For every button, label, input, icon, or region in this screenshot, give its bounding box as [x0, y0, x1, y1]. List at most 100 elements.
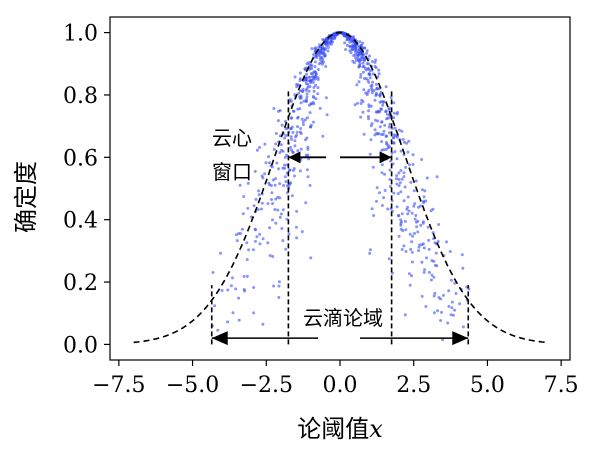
cloud-drop: [326, 46, 330, 50]
cloud-drop: [272, 284, 276, 288]
cloud-drop: [422, 270, 426, 274]
cloud-drop: [306, 82, 310, 86]
cloud-drop: [267, 155, 271, 159]
cloud-drop: [436, 309, 440, 313]
cloud-drop: [276, 195, 280, 199]
x-tick-label: −5.0: [166, 373, 219, 398]
cloud-drop: [356, 51, 360, 55]
cloud-drop: [366, 115, 370, 118]
cloud-drop: [267, 181, 271, 185]
cloud-drop: [312, 53, 316, 56]
x-tick-label: −2.5: [240, 373, 293, 398]
cloud-drop: [278, 215, 282, 219]
cloud-drop: [313, 60, 317, 64]
cloud-drop: [213, 304, 217, 308]
plot-lines: [133, 31, 547, 346]
cloud-drop: [397, 214, 400, 217]
cloud-drop: [355, 44, 358, 48]
cloud-drop: [440, 310, 443, 314]
cloud-drop: [399, 149, 403, 153]
cloud-drop: [387, 107, 391, 111]
cloud-drop: [402, 175, 406, 179]
cloud-drop: [240, 227, 244, 231]
cloud-drop: [378, 100, 382, 104]
cloud-drop: [293, 174, 296, 178]
cloud-drop: [279, 143, 283, 147]
cloud-drop: [414, 214, 418, 217]
cloud-drop: [379, 107, 383, 111]
cloud-drop: [296, 125, 299, 129]
cloud-drop: [304, 76, 308, 80]
cloud-drop: [256, 208, 260, 212]
cloud-drop: [306, 147, 310, 151]
cloud-drop: [358, 40, 362, 44]
cloud-drop: [385, 117, 389, 121]
universe-arrow-left: [211, 331, 228, 346]
cloud-drop: [298, 107, 302, 111]
cloud-drop: [280, 123, 284, 127]
cloud-drop: [305, 87, 309, 91]
cloud-drop: [374, 58, 378, 62]
cloud-drop: [273, 183, 277, 187]
cloud-drop: [409, 180, 413, 184]
cloud-drop: [388, 168, 392, 172]
cloud-drop: [305, 92, 309, 96]
cloud-drop: [362, 132, 366, 136]
y-tick-label: 0.0: [63, 333, 98, 358]
cloud-drop: [298, 89, 302, 93]
cloud-drop: [383, 123, 387, 127]
cloud-drop: [368, 248, 372, 252]
cloud-drop: [370, 60, 374, 63]
cloud-drop: [412, 189, 416, 193]
cloud-drop: [281, 208, 285, 212]
cloud-drop: [433, 263, 437, 267]
cloud-drop: [381, 103, 385, 107]
cloud-drop: [401, 137, 405, 141]
cloud-drop: [420, 294, 424, 298]
cloud-drop: [395, 111, 399, 114]
cloud-drop: [257, 193, 261, 197]
cloud-drop: [272, 107, 276, 110]
cloud-drop: [380, 148, 384, 152]
cloud-drop: [406, 195, 410, 199]
cloud-drop: [321, 50, 325, 54]
cloud-drop: [371, 72, 375, 76]
cloud-drop: [383, 189, 387, 192]
cloud-drop: [316, 68, 320, 71]
cloud-drop: [379, 91, 383, 94]
y-tick-label: 1.0: [63, 22, 98, 47]
cloud-drop: [400, 129, 404, 133]
cloud-drop: [252, 204, 256, 208]
cloud-drop: [373, 128, 377, 132]
cloud-drop: [406, 150, 410, 154]
cloud-drop: [392, 141, 396, 145]
cloud-drop: [392, 101, 396, 105]
cloud-drop: [434, 251, 438, 255]
core-arrow-right: [379, 151, 392, 164]
cloud-drop: [363, 46, 367, 50]
universe-arrow-right: [452, 331, 469, 346]
cloud-drop: [361, 61, 365, 65]
cloud-drop: [306, 153, 310, 157]
cloud-drop: [376, 109, 380, 113]
cloud-drop: [388, 145, 391, 149]
cloud-drop: [352, 54, 356, 57]
cloud-drop: [369, 124, 373, 128]
cloud-drop: [416, 219, 420, 223]
cloud-drop: [425, 256, 428, 260]
cloud-drop: [301, 89, 305, 93]
cloud-drop: [388, 131, 392, 135]
cloud-drop: [323, 46, 327, 50]
cloud-drop: [309, 78, 313, 82]
cloud-drop: [371, 80, 375, 84]
cloud-drop: [386, 207, 390, 211]
cloud-drop: [365, 51, 368, 55]
cloud-drop: [311, 75, 314, 79]
cloud-drop: [381, 101, 385, 104]
cloud-drop: [290, 194, 294, 198]
cloud-drop: [449, 278, 453, 282]
cloud-drop: [274, 221, 278, 225]
cloud-drop: [273, 208, 277, 211]
cloud-drop: [397, 177, 401, 181]
